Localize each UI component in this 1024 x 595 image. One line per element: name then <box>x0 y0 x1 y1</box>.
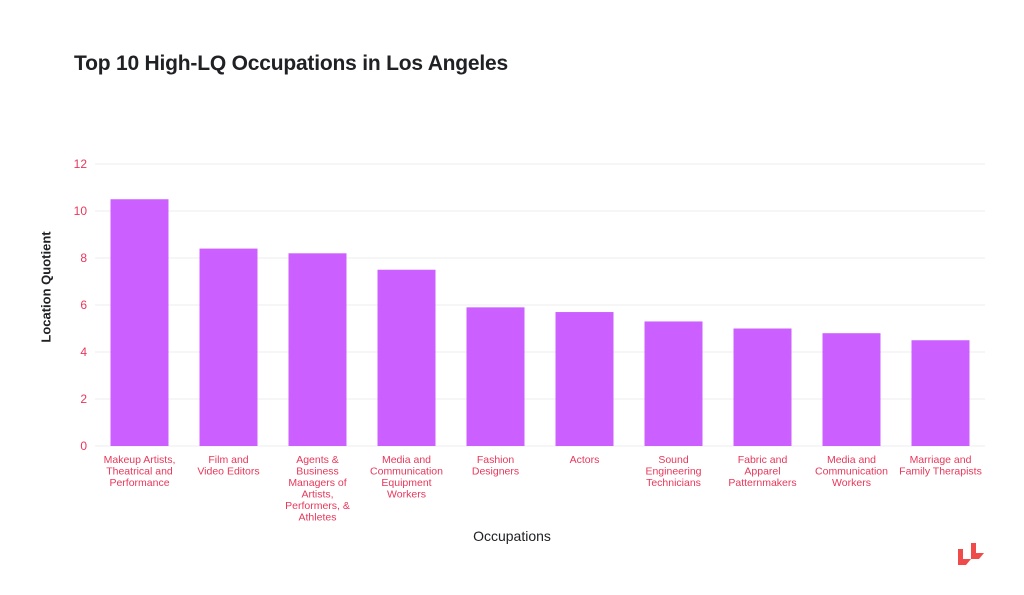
x-tick-label: Marriage and Family Therapists <box>899 454 982 478</box>
y-tick-label: 12 <box>74 157 88 171</box>
x-tick-label: Film and Video Editors <box>197 454 259 478</box>
y-tick-label: 4 <box>80 345 87 359</box>
y-tick-label: 2 <box>80 392 87 406</box>
bar <box>822 333 881 446</box>
x-tick-label: Makeup Artists, Theatrical and Performance <box>104 454 176 489</box>
x-tick-label: Media and Communication Workers <box>815 454 888 489</box>
y-tick-label: 0 <box>80 439 87 453</box>
bars <box>110 199 970 446</box>
x-axis-ticks: Makeup Artists, Theatrical and Performance… <box>104 454 982 524</box>
x-tick-label: Fabric and Apparel Patternmakers <box>728 454 796 489</box>
y-axis-label: Location Quotient <box>38 231 54 343</box>
y-tick-label: 8 <box>80 251 87 265</box>
bar <box>199 248 258 446</box>
x-tick-label: Media and Communication Equipment Workers <box>370 454 443 501</box>
bar <box>555 312 614 446</box>
bar <box>644 321 703 446</box>
x-tick-label: Fashion Designers <box>472 454 519 478</box>
y-tick-label: 10 <box>74 204 88 218</box>
bar <box>110 199 169 446</box>
x-tick-label: Sound Engineering Technicians <box>645 454 701 489</box>
bar <box>911 340 970 446</box>
y-tick-label: 6 <box>80 298 87 312</box>
bar <box>466 307 525 446</box>
bar <box>288 253 347 446</box>
x-tick-label: Agents & Business Managers of Artists, Perfo… <box>285 454 350 524</box>
bar <box>377 269 436 446</box>
y-axis-ticks: 0 2 4 6 8 10 12 <box>74 157 88 453</box>
brand-logo-icon <box>958 543 984 565</box>
chart-title: Top 10 High-LQ Occupations in Los Angele… <box>74 52 508 75</box>
x-axis-label: Occupations <box>473 528 551 544</box>
x-tick-label: Actors <box>570 454 600 466</box>
bar <box>733 328 792 446</box>
